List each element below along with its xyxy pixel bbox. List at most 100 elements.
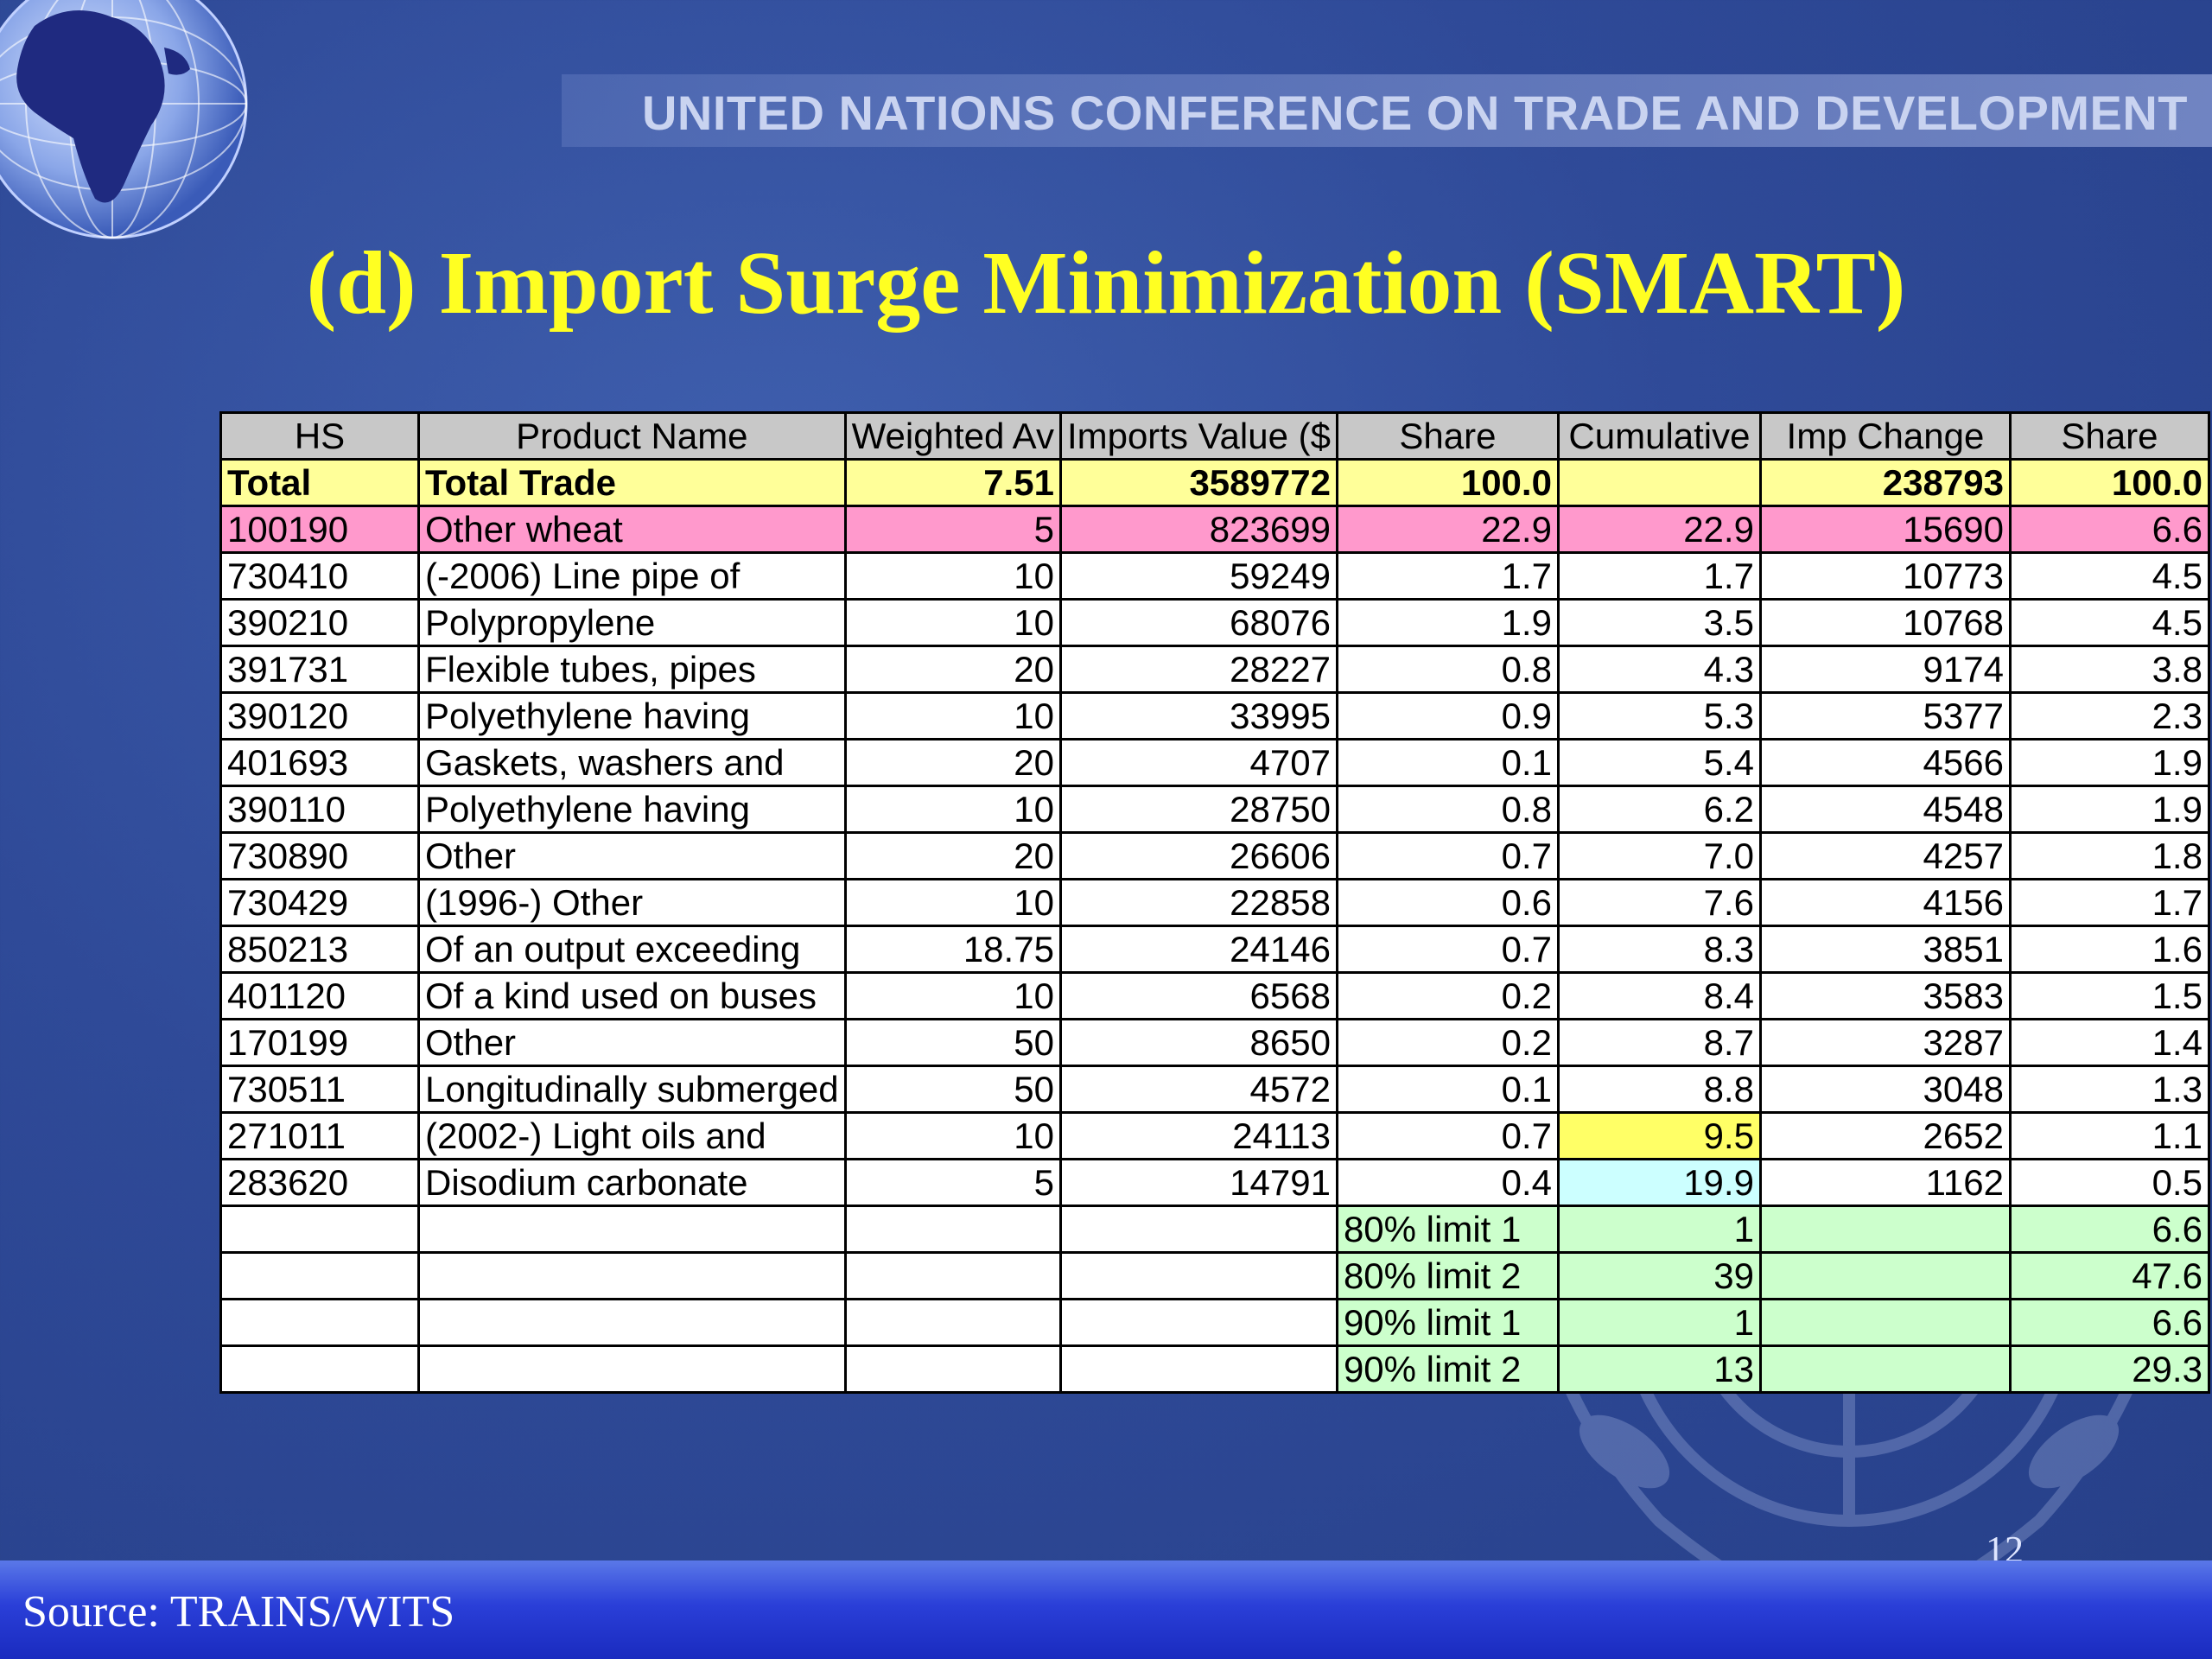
table-cell (417, 1298, 847, 1347)
column-header: Cumulative (1556, 411, 1762, 461)
table-cell: 1.9 (2008, 785, 2210, 834)
table-cell: 3583 (1758, 971, 2012, 1020)
table-cell: 26606 (1058, 831, 1338, 880)
table-cell: 68076 (1058, 598, 1338, 647)
globe-logo (0, 0, 248, 239)
table-cell: 1.9 (1335, 598, 1560, 647)
table-cell: 18.75 (843, 925, 1062, 974)
table-cell: 401120 (219, 971, 420, 1020)
table-cell: 390120 (219, 691, 420, 741)
table-cell: 10 (843, 598, 1062, 647)
source-note: Source: TRAINS/WITS (22, 1587, 455, 1637)
table-cell: 9174 (1758, 645, 2012, 694)
table-cell: 0.8 (1335, 785, 1560, 834)
table-row: 730429 (1996-) Other 10 22858 0.6 7.6 4156 1.7 (219, 878, 2210, 927)
table-cell: 1162 (1758, 1158, 2012, 1207)
table-cell: 90% limit 1 (1335, 1298, 1560, 1347)
table-cell: 8.4 (1556, 971, 1762, 1020)
table-cell: 170199 (219, 1018, 420, 1067)
table-row: 850213 Of an output exceeding 18.75 24146 0.… (219, 925, 2210, 974)
table-cell: 15690 (1758, 505, 2012, 554)
limit-row: 90% limit 2 13 29.3 (219, 1344, 2210, 1394)
table-cell: Other (417, 831, 847, 880)
table-cell: 13 (1556, 1344, 1762, 1394)
table-cell: 0.7 (1335, 925, 1560, 974)
table-cell: 10 (843, 971, 1062, 1020)
table-cell: (1996-) Other (417, 878, 847, 927)
table-cell: 0.1 (1335, 738, 1560, 787)
table-cell: 730410 (219, 551, 420, 601)
table-row: 390210 Polypropylene 10 68076 1.9 3.5 10768 4.5 (219, 598, 2210, 647)
table-cell (1058, 1344, 1338, 1394)
table-cell: 730429 (219, 878, 420, 927)
table-cell: 59249 (1058, 551, 1338, 601)
table-cell: 4548 (1758, 785, 2012, 834)
table-cell: 20 (843, 831, 1062, 880)
table-cell: Longitudinally submerged (417, 1065, 847, 1114)
table-cell: 0.6 (1335, 878, 1560, 927)
column-header: Imp Change (1758, 411, 2012, 461)
table-cell: 4257 (1758, 831, 2012, 880)
table-cell (843, 1251, 1062, 1300)
table-cell: 850213 (219, 925, 420, 974)
table-cell: 1.6 (2008, 925, 2210, 974)
table-cell: 6.6 (2008, 1298, 2210, 1347)
table-cell: (-2006) Line pipe of (417, 551, 847, 601)
table-cell (843, 1298, 1062, 1347)
table-cell: 1.9 (2008, 738, 2210, 787)
table-cell: 5 (843, 1158, 1062, 1207)
table-cell: 50 (843, 1065, 1062, 1114)
slide-title: (d) Import Surge Minimization (SMART) (306, 233, 1906, 333)
table-cell: 0.2 (1335, 1018, 1560, 1067)
limit-row: 80% limit 2 39 47.6 (219, 1251, 2210, 1300)
table-cell: Total (219, 458, 420, 507)
table-cell: 10 (843, 785, 1062, 834)
table-cell: 5.4 (1556, 738, 1762, 787)
table-cell: 28750 (1058, 785, 1338, 834)
table-cell: 5.3 (1556, 691, 1762, 741)
table-cell: 1.4 (2008, 1018, 2210, 1067)
table-cell: 0.8 (1335, 645, 1560, 694)
table-cell: 8650 (1058, 1018, 1338, 1067)
table-cell: 10768 (1758, 598, 2012, 647)
table-cell: 20 (843, 645, 1062, 694)
table-cell: 390210 (219, 598, 420, 647)
table-cell (1758, 1344, 2012, 1394)
header-banner (562, 74, 2212, 147)
table-cell: 283620 (219, 1158, 420, 1207)
table-cell: 10 (843, 878, 1062, 927)
limit-row: 90% limit 1 1 6.6 (219, 1298, 2210, 1347)
table-cell (417, 1344, 847, 1394)
table-cell: 9.5 (1556, 1111, 1762, 1160)
column-header: HS (219, 411, 420, 461)
table-cell: Flexible tubes, pipes (417, 645, 847, 694)
table-cell: 3589772 (1058, 458, 1338, 507)
table-cell: 1.5 (2008, 971, 2210, 1020)
column-header: Weighted Av (843, 411, 1062, 461)
table-row: 170199 Other 50 8650 0.2 8.7 3287 1.4 (219, 1018, 2210, 1067)
table-cell: 90% limit 2 (1335, 1344, 1560, 1394)
table-cell: 1.8 (2008, 831, 2210, 880)
table-cell (219, 1251, 420, 1300)
table-row: 390110 Polyethylene having 10 28750 0.8 6.2 45… (219, 785, 2210, 834)
table-cell: 2.3 (2008, 691, 2210, 741)
table-cell: 1.7 (1556, 551, 1762, 601)
table-cell: 6.2 (1556, 785, 1762, 834)
table-cell (843, 1205, 1062, 1254)
table-cell: 8.8 (1556, 1065, 1762, 1114)
table-cell: 1.7 (2008, 878, 2210, 927)
table-row: 100190 Other wheat 5 823699 22.9 22.9 15690 6.6 (219, 505, 2210, 554)
table-cell (1058, 1251, 1338, 1300)
table-cell: 0.7 (1335, 831, 1560, 880)
table-cell: 4707 (1058, 738, 1338, 787)
table-cell: 238793 (1758, 458, 2012, 507)
table-cell: 0.5 (2008, 1158, 2210, 1207)
table-row: 730511 Longitudinally submerged 50 4572 0.1 8… (219, 1065, 2210, 1114)
table-cell (1758, 1251, 2012, 1300)
footer-bar (0, 1560, 2212, 1659)
table-cell: 4156 (1758, 878, 2012, 927)
table-cell: 33995 (1058, 691, 1338, 741)
table-cell: 3851 (1758, 925, 2012, 974)
table-cell (219, 1344, 420, 1394)
table-row: 390120 Polyethylene having 10 33995 0.9 5.3 53… (219, 691, 2210, 741)
